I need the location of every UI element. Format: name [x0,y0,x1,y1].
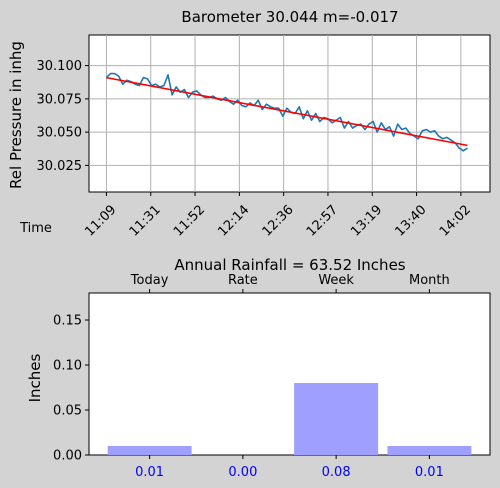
rainfall-value-label: 0.00 [228,465,257,480]
barometer-x-ticks: 11:09 11:31 11:52 12:14 12:36 12:57 13:19 13:40… [82,192,474,240]
rainfall-y-tick-label: 0.15 [53,314,82,329]
barometer-x-tick-label: 11:52 [171,202,208,239]
rainfall-bar-month [387,446,472,455]
rainfall-value-label: 0.01 [135,465,164,480]
barometer-y-tick-label: 30.050 [37,126,83,141]
rainfall-category-labels: Today Rate Week Month [130,273,450,293]
rainfall-y-tick-label: 0.05 [53,404,82,419]
trend-line [106,76,468,147]
rainfall-category-label: Week [318,273,354,288]
barometer-x-tick-label: 12:14 [215,202,252,239]
barometer-y-tick-label: 30.025 [37,159,83,174]
rainfall-y-tick-label: 0.00 [53,449,82,464]
barometer-x-tick-label: 13:19 [348,202,385,239]
rainfall-chart: Annual Rainfall = 63.52 Inches 0.000.050… [26,256,491,480]
barometer-x-tick-label: 11:09 [82,202,119,239]
barometer-x-tick-label: 12:57 [304,202,341,239]
barometer-x-tick-label: 14:02 [437,202,474,239]
barometer-title: Barometer 30.044 m=-0.017 [181,8,398,26]
rainfall-value-labels: 0.01 0.00 0.08 0.01 [135,455,444,480]
barometer-plot-area [88,34,491,193]
rainfall-value-label: 0.08 [322,465,351,480]
rainfall-bar-week [294,383,379,455]
rainfall-plot-area [88,292,491,456]
rainfall-value-label: 0.01 [415,465,444,480]
rainfall-y-ticks: 0.00 0.05 0.10 0.15 [53,314,89,464]
pressure-series-line [105,72,468,152]
barometer-y-axis-label: Rel Pressure in inhg [7,41,25,189]
barometer-y-ticks: 30.025 30.050 30.075 30.100 [37,59,89,174]
rainfall-title: Annual Rainfall = 63.52 Inches [174,256,405,274]
rainfall-y-tick-label: 0.10 [53,359,82,374]
rainfall-category-label: Month [409,273,450,288]
rainfall-category-label: Today [130,273,169,288]
rainfall-bar-today [107,446,192,455]
barometer-series [105,72,468,152]
barometer-chart: Barometer 30.044 m=-0.017 30.02530.05030… [7,8,491,240]
rainfall-y-axis-label: Inches [26,353,44,402]
rainfall-bars [107,383,472,455]
barometer-y-tick-label: 30.075 [37,92,83,107]
barometer-x-tick-label: 13:40 [393,202,430,239]
barometer-x-tick-label: 12:36 [260,202,297,239]
rainfall-category-label: Rate [228,273,258,288]
barometer-x-tick-label: 11:31 [127,202,164,239]
barometer-grid [89,35,490,192]
barometer-y-tick-label: 30.100 [37,59,83,74]
barometer-x-axis-label: Time [19,221,52,236]
